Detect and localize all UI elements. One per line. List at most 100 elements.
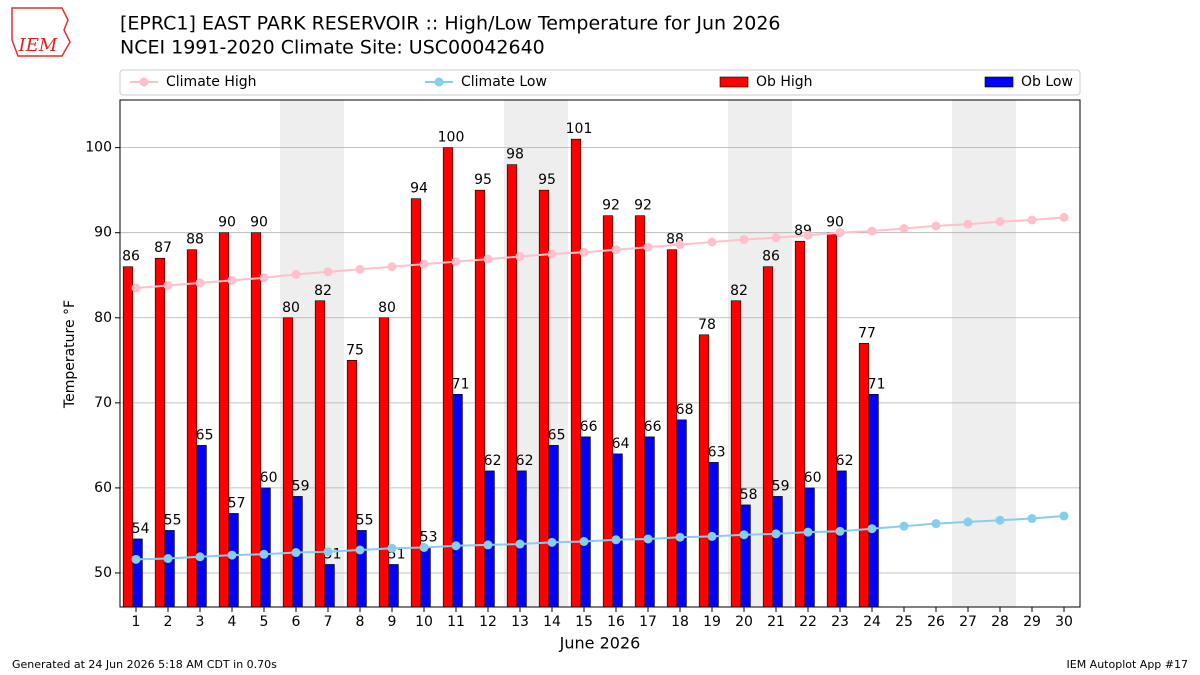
value-label: 59 — [772, 478, 790, 494]
point — [291, 269, 301, 279]
point — [323, 547, 333, 557]
bar — [346, 360, 358, 608]
value-label: 66 — [580, 419, 598, 435]
point — [227, 550, 237, 560]
x-tick-label: 15 — [575, 614, 593, 630]
chart-title: [EPRC1] EAST PARK RESERVOIR :: High/Low … — [120, 13, 781, 35]
chart-subtitle: NCEI 1991-2020 Climate Site: USC00042640 — [120, 37, 545, 59]
legend-swatch — [719, 76, 749, 88]
x-tick-label: 4 — [228, 614, 237, 630]
bar — [410, 198, 422, 608]
x-tick-label: 17 — [639, 614, 657, 630]
point — [1059, 511, 1069, 521]
point — [899, 521, 909, 531]
point — [867, 226, 877, 236]
value-label: 98 — [506, 147, 524, 163]
value-label: 60 — [804, 470, 822, 486]
y-tick-label: 80 — [94, 310, 112, 326]
bar — [506, 164, 518, 608]
bar — [538, 189, 550, 608]
bar — [676, 419, 687, 608]
x-tick-label: 28 — [991, 614, 1009, 630]
value-label: 77 — [858, 325, 876, 341]
x-tick-label: 7 — [324, 614, 333, 630]
x-tick-label: 22 — [799, 614, 817, 630]
point — [1059, 212, 1069, 222]
value-label: 86 — [122, 249, 140, 265]
point — [547, 249, 557, 259]
point — [355, 264, 365, 274]
footer-left: Generated at 24 Jun 2026 5:18 AM CDT in … — [12, 658, 277, 671]
point — [803, 527, 813, 537]
bar — [772, 496, 783, 608]
x-tick-label: 2 — [164, 614, 173, 630]
point — [579, 536, 589, 546]
value-label: 90 — [250, 215, 268, 231]
bar — [260, 487, 271, 608]
legend-marker — [434, 77, 444, 87]
value-label: 63 — [708, 444, 726, 460]
bar — [666, 249, 678, 608]
point — [579, 247, 589, 257]
bar — [250, 232, 262, 608]
x-tick-label: 6 — [292, 614, 301, 630]
point — [259, 549, 269, 559]
value-label: 65 — [196, 427, 214, 443]
bar — [218, 232, 230, 608]
point — [291, 548, 301, 558]
y-tick-label: 60 — [94, 480, 112, 496]
point — [963, 517, 973, 527]
bar — [602, 215, 614, 608]
x-tick-label: 3 — [196, 614, 205, 630]
value-label: 95 — [474, 172, 492, 188]
point — [931, 519, 941, 529]
point — [163, 554, 173, 564]
bar — [132, 538, 143, 608]
value-label: 59 — [292, 478, 310, 494]
legend-label: Ob High — [756, 74, 813, 90]
bar — [836, 470, 847, 608]
value-label: 55 — [164, 512, 182, 528]
x-tick-label: 12 — [479, 614, 497, 630]
bar — [228, 513, 239, 608]
value-label: 62 — [836, 453, 854, 469]
point — [419, 542, 429, 552]
x-tick-label: 21 — [767, 614, 785, 630]
legend-label: Ob Low — [1021, 74, 1073, 90]
point — [195, 278, 205, 288]
bar — [154, 257, 166, 608]
point — [835, 526, 845, 536]
legend-swatch — [984, 76, 1014, 88]
x-tick-label: 8 — [356, 614, 365, 630]
value-label: 78 — [698, 317, 716, 333]
bar — [794, 240, 806, 608]
value-label: 75 — [346, 342, 364, 358]
x-tick-label: 13 — [511, 614, 529, 630]
value-label: 80 — [378, 300, 396, 316]
point — [867, 524, 877, 534]
value-label: 57 — [228, 495, 246, 511]
legend: Climate High Climate Low Ob High Ob Low — [119, 69, 1081, 96]
x-tick-label: 20 — [735, 614, 753, 630]
value-label: 82 — [730, 283, 748, 299]
point — [195, 552, 205, 562]
value-label: 66 — [644, 419, 662, 435]
x-tick-label: 27 — [959, 614, 977, 630]
bar — [826, 232, 838, 608]
point — [483, 254, 493, 264]
point — [611, 535, 621, 545]
value-label: 92 — [634, 198, 652, 214]
bar — [196, 445, 207, 608]
value-label: 71 — [452, 376, 470, 392]
point — [707, 237, 717, 247]
point — [643, 242, 653, 252]
value-label: 86 — [762, 249, 780, 265]
bar — [378, 317, 390, 608]
point — [963, 219, 973, 229]
bar — [634, 215, 646, 608]
point — [131, 554, 141, 564]
bar — [452, 394, 463, 608]
y-tick-label: 70 — [94, 395, 112, 411]
x-tick-label: 10 — [415, 614, 433, 630]
bar — [762, 266, 774, 608]
